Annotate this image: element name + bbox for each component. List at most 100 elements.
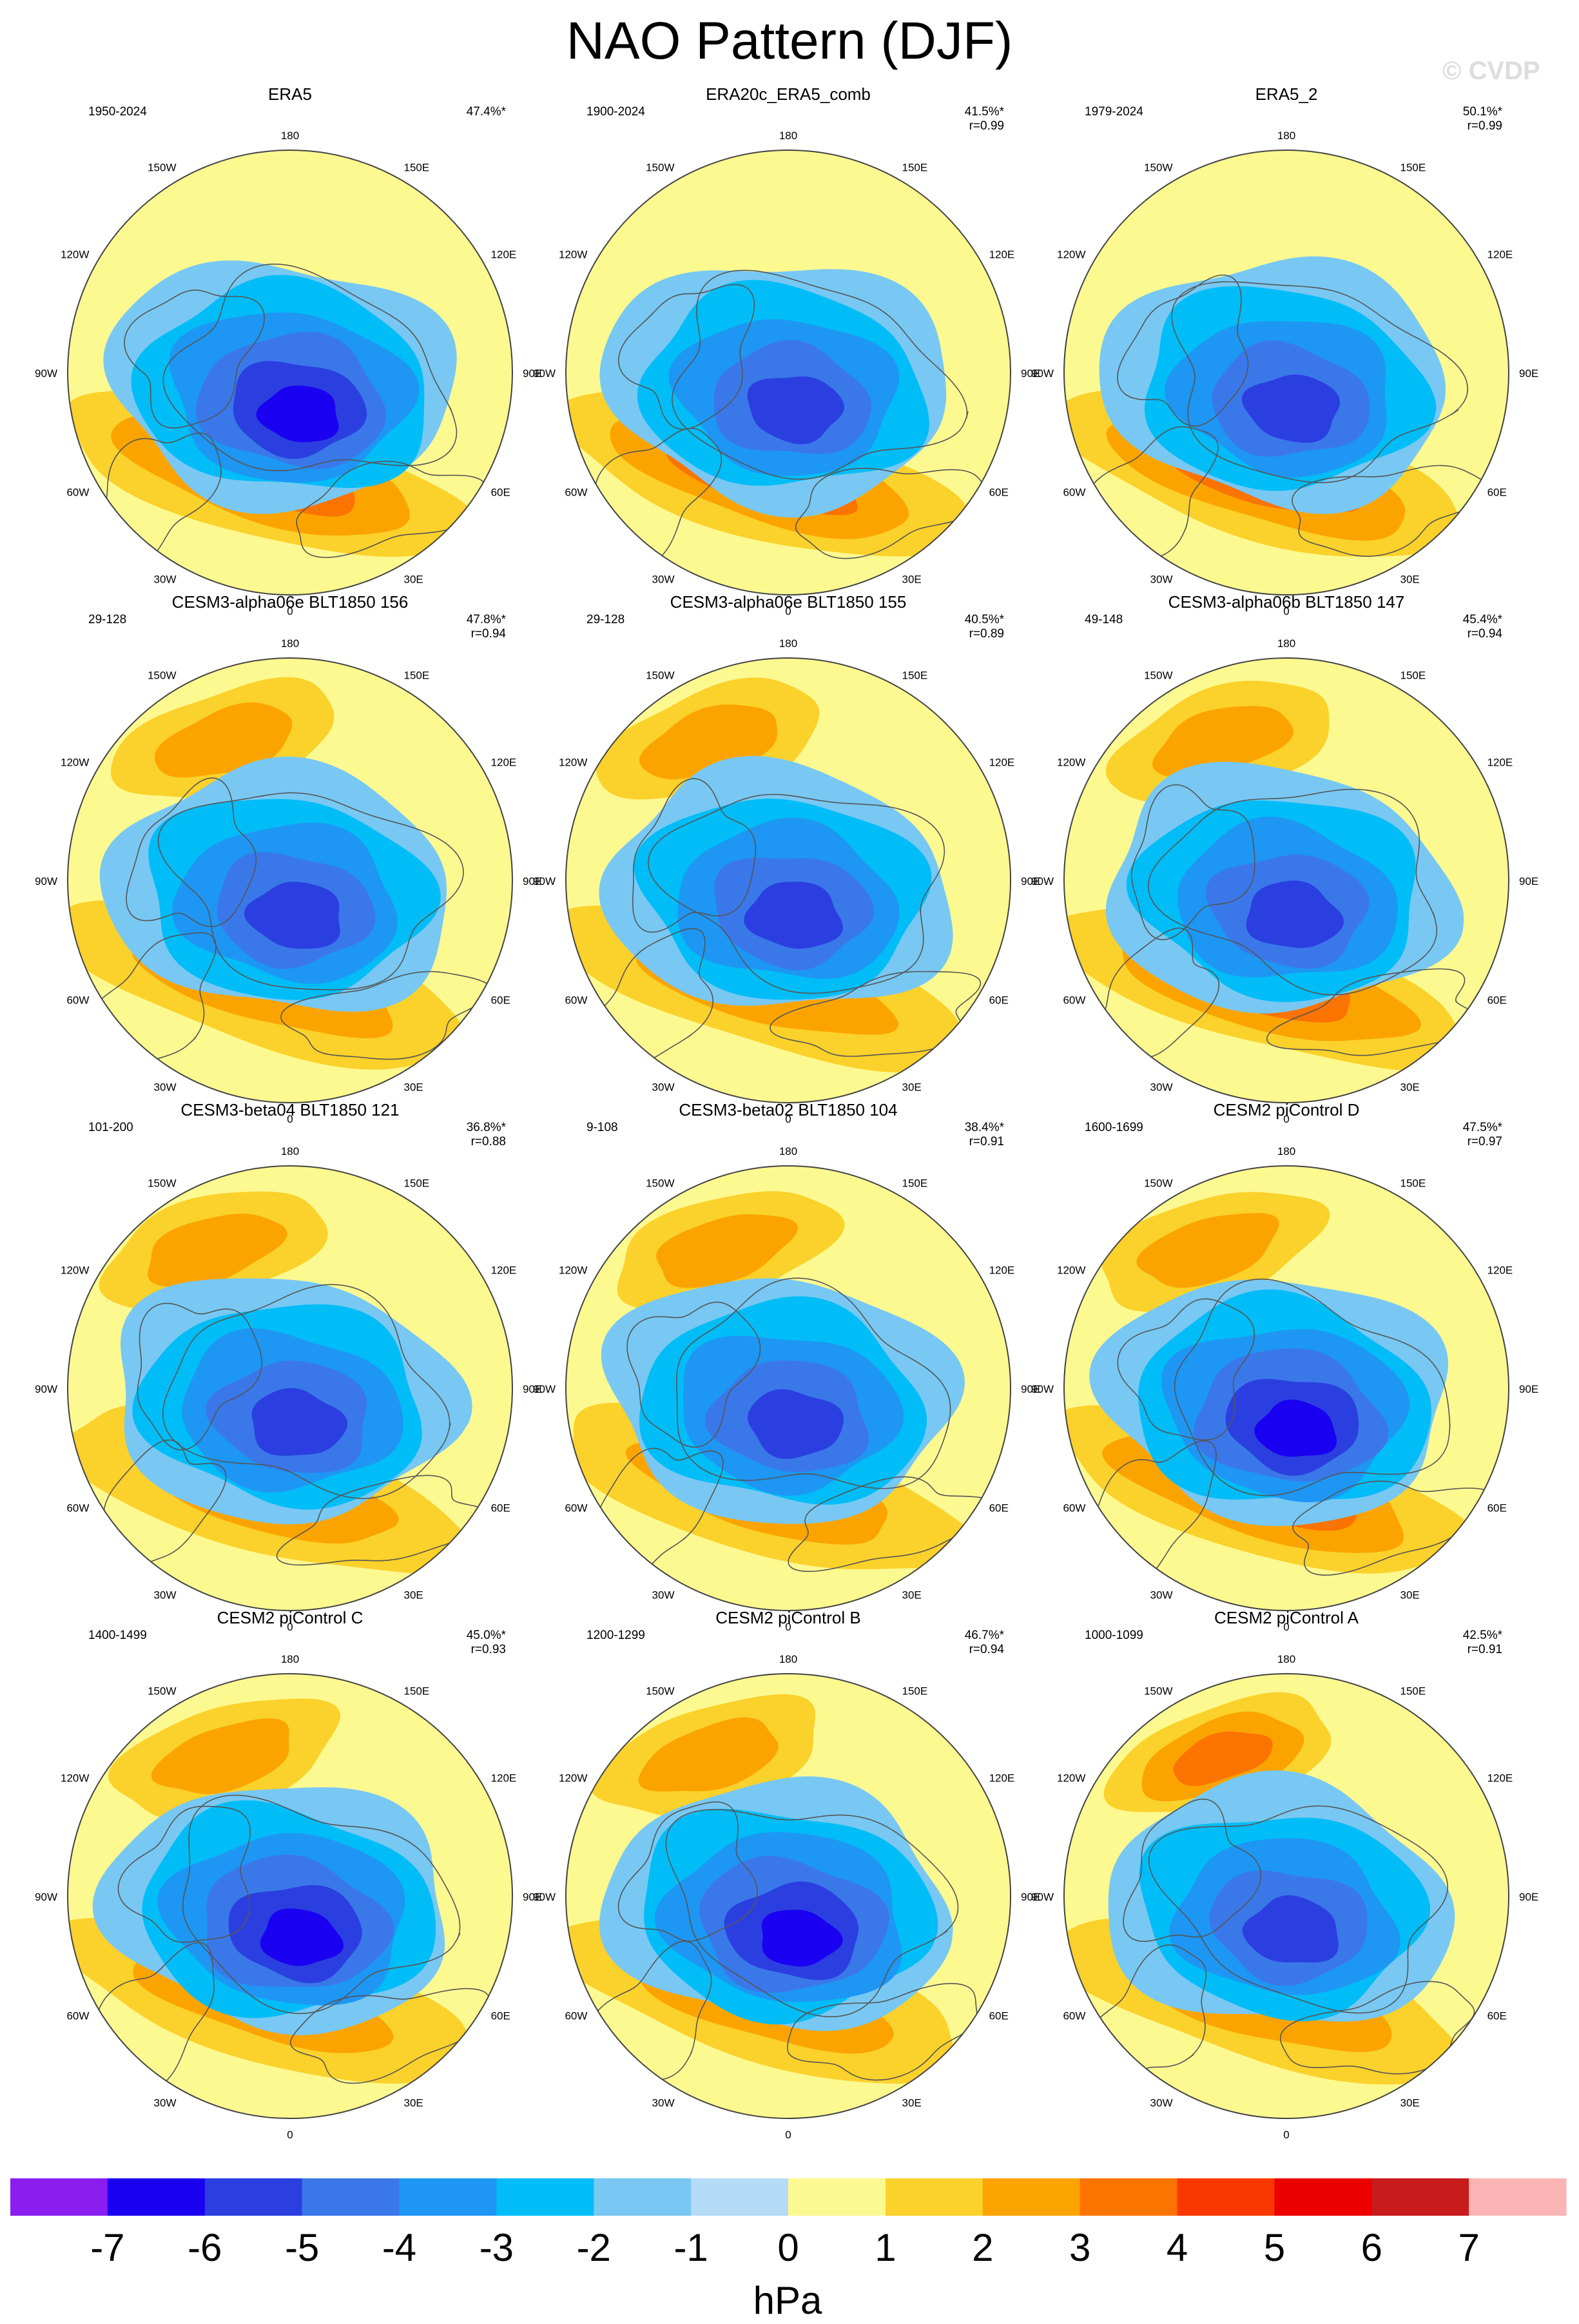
longitude-label: 150W	[148, 1685, 176, 1697]
longitude-label: 120W	[61, 757, 89, 769]
longitude-label: 90W	[533, 367, 556, 380]
panel-correlation: r=0.91	[969, 1135, 1004, 1148]
panel-period: 1979-2024	[1085, 105, 1143, 119]
map-rim	[565, 1165, 1011, 1611]
longitude-label: 0	[287, 605, 293, 617]
longitude-label: 30E	[404, 1081, 423, 1094]
panel-variance: 42.5%*	[1463, 1629, 1503, 1642]
map-panel: 180 150E 120E 90E 60E 30E 0 30W 60W 90W 120W 150W CE…	[35, 1100, 542, 1633]
longitude-label: 120W	[559, 757, 587, 769]
longitude-label: 30W	[1150, 2097, 1173, 2109]
longitude-label: 0	[785, 2129, 791, 2141]
longitude-label: 90W	[1031, 1383, 1054, 1395]
longitude-label: 150W	[148, 161, 176, 173]
coastline-europe	[296, 460, 487, 558]
longitude-label: 120E	[989, 1264, 1015, 1277]
longitude-label: 90E	[1519, 1383, 1538, 1395]
longitude-label: 30W	[154, 1081, 177, 1094]
longitude-label: 150E	[902, 1685, 928, 1697]
panel-grid: 180 150E 120E 90E 60E 30E 0 30W 60W 90W 120W 150W ER…	[35, 84, 1538, 2141]
panel-variance: 47.5%*	[1463, 1121, 1503, 1134]
longitude-label: 90W	[35, 875, 57, 887]
longitude-label: 60W	[66, 2010, 89, 2022]
panel-variance: 47.4%*	[467, 105, 507, 119]
panel-period: 29-128	[88, 613, 126, 626]
longitude-label: 120W	[559, 1264, 587, 1277]
contour-field	[68, 150, 512, 595]
longitude-label: 90E	[1021, 367, 1040, 380]
contour-field	[1064, 1674, 1509, 2118]
contour-field	[68, 1166, 512, 1611]
longitude-label: 30W	[1150, 1589, 1173, 1602]
map-rim	[67, 1673, 513, 2119]
map-panel: 180 150E 120E 90E 60E 30E 0 30W 60W 90W 120W 150W CE…	[533, 592, 1040, 1125]
panel-correlation: r=0.97	[1468, 1135, 1502, 1148]
panel-variance: 45.0%*	[467, 1629, 507, 1642]
longitude-label: 150W	[646, 161, 674, 173]
longitude-label: 150W	[1144, 161, 1172, 173]
longitude-label: 60E	[1487, 487, 1507, 499]
colorbar-box	[1080, 2178, 1178, 2216]
coastline-europe	[788, 1476, 998, 1573]
colorbar-box	[399, 2178, 497, 2216]
panel-title: CESM2 piControl B	[715, 1608, 860, 1627]
longitude-label: 30E	[404, 1589, 423, 1602]
longitude-label: 120W	[61, 249, 89, 261]
panel-period: 1200-1299	[586, 1629, 645, 1642]
longitude-label: 150W	[646, 1177, 674, 1189]
longitude-label: 60E	[989, 487, 1009, 499]
colorbar-box	[691, 2178, 789, 2216]
longitude-label: 0	[287, 1113, 293, 1125]
longitude-label: 90W	[533, 1383, 556, 1395]
longitude-label: 30E	[1400, 2097, 1420, 2109]
longitude-label: 150W	[646, 1685, 674, 1697]
coastline-greenland	[626, 1301, 761, 1448]
panel-title: CESM3-alpha06e BLT1850 155	[670, 592, 907, 612]
colorbar-unit: hPa	[753, 2279, 822, 2322]
coastline-arctic	[665, 1808, 959, 2018]
longitude-label: 30E	[404, 2097, 423, 2109]
coastline-europe	[290, 1988, 490, 2084]
longitude-label: 0	[785, 1113, 791, 1125]
arctic-low-contour	[744, 882, 843, 949]
colorbar-box	[204, 2178, 303, 2216]
map-panel: 180 150E 120E 90E 60E 30E 0 30W 60W 90W 120W 150W CE…	[35, 1608, 542, 2141]
colorbar-tick: -1	[673, 2226, 708, 2269]
longitude-label: 90E	[1021, 1383, 1040, 1395]
coastline-greenland	[618, 284, 755, 430]
longitude-label: 180	[281, 1653, 299, 1665]
longitude-label: 150E	[404, 1685, 430, 1697]
longitude-label: 0	[287, 1621, 293, 1633]
coastline-greenland	[617, 1801, 758, 1942]
panel-title: CESM2 piControl D	[1214, 1100, 1360, 1119]
map-panel: 180 150E 120E 90E 60E 30E 0 30W 60W 90W 120W 150W ER…	[1031, 84, 1538, 617]
longitude-label: 60E	[491, 487, 510, 499]
longitude-label: 90W	[533, 875, 556, 887]
longitude-label: 60W	[66, 994, 89, 1007]
map-panel: 180 150E 120E 90E 60E 30E 0 30W 60W 90W 120W 150W CE…	[1031, 1608, 1538, 2141]
coastline-greenland	[1130, 784, 1255, 940]
colorbar-tick: 5	[1264, 2226, 1285, 2269]
longitude-label: 150W	[148, 669, 176, 681]
panel-period: 1000-1099	[1085, 1629, 1143, 1642]
page-title: NAO Pattern (DJF)	[566, 12, 1013, 70]
longitude-label: 0	[287, 2129, 293, 2141]
longitude-label: 120W	[1057, 757, 1085, 769]
panel-variance: 45.4%*	[1463, 613, 1503, 626]
arctic-low-contour	[1242, 1895, 1339, 1963]
longitude-label: 180	[779, 130, 797, 142]
longitude-label: 150E	[1400, 1685, 1426, 1697]
coastline-europe	[786, 1982, 978, 2081]
arctic-low-contour	[244, 882, 340, 949]
longitude-label: 180	[1277, 1145, 1295, 1157]
longitude-label: 30W	[652, 2097, 675, 2109]
longitude-label: 60W	[66, 1502, 89, 1515]
pacific-high-contour	[1152, 706, 1293, 780]
contour-field	[68, 658, 512, 1103]
longitude-label: 180	[779, 1145, 797, 1157]
pacific-high-contour	[148, 1214, 287, 1288]
coastline-greenland	[137, 1302, 263, 1451]
panel-variance: 47.8%*	[467, 613, 507, 626]
coastline-arctic	[1171, 281, 1469, 483]
longitude-label: 120E	[989, 1772, 1015, 1785]
